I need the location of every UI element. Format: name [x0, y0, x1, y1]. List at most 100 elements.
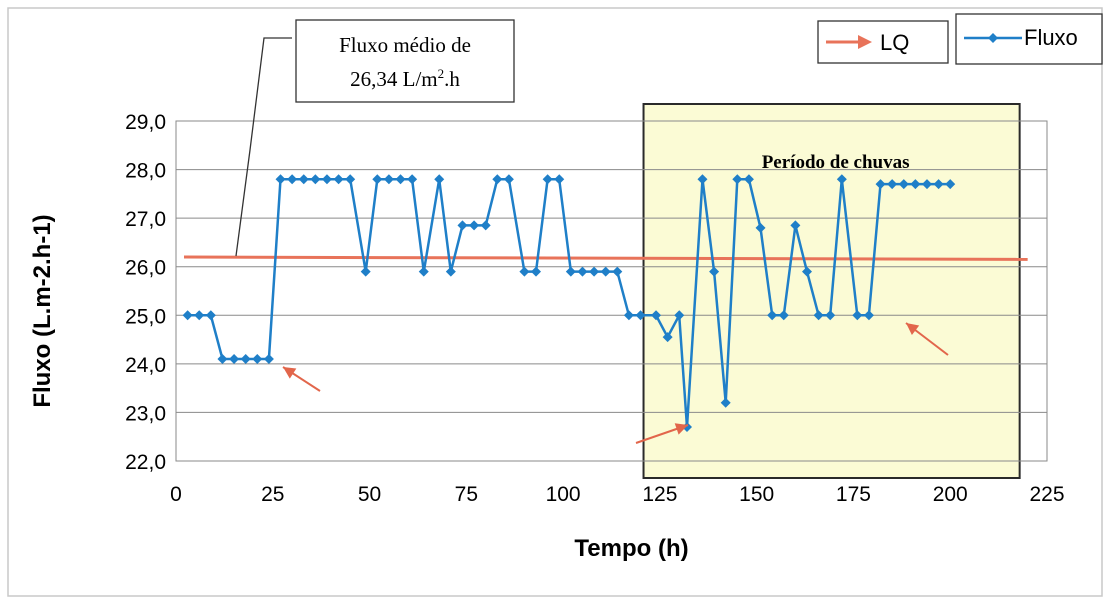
y-tick-label: 28,0: [125, 160, 166, 183]
mean-box-line2: 26,34 L/m2.h: [350, 66, 460, 91]
x-tick-label: 225: [1029, 483, 1064, 506]
fluxo-point: [480, 220, 491, 231]
fluxo-point: [445, 266, 456, 277]
fluxo-point: [263, 354, 274, 364]
fluxo-point: [345, 174, 356, 185]
x-tick-label: 25: [261, 483, 284, 506]
fluxo-point: [662, 332, 673, 343]
fluxo-point: [565, 266, 576, 277]
fluxo-point: [921, 179, 932, 190]
fluxo-point: [875, 179, 886, 190]
fluxo-point: [732, 174, 743, 185]
fluxo-point: [589, 266, 600, 277]
fluxo-point: [217, 354, 228, 364]
fluxo-point: [863, 310, 874, 321]
fluxo-point: [407, 174, 418, 185]
fluxo-point: [709, 266, 720, 277]
fluxo-point: [945, 179, 956, 190]
fluxo-point: [813, 310, 824, 321]
fluxo-point: [434, 174, 445, 185]
fluxo-point: [933, 179, 944, 190]
y-tick-label: 23,0: [125, 402, 166, 425]
fluxo-point: [542, 174, 553, 185]
fluxo-point: [825, 310, 836, 321]
x-tick-label: 75: [455, 483, 478, 506]
x-tick-label: 175: [836, 483, 871, 506]
fluxo-point: [577, 266, 588, 277]
fluxo-point: [310, 174, 321, 185]
x-tick-label: 100: [546, 483, 581, 506]
fluxo-point: [360, 266, 371, 277]
pointer-arrow-head: [283, 367, 297, 379]
fluxo-point: [910, 179, 921, 190]
fluxo-point: [623, 310, 634, 321]
fluxo-point: [554, 174, 565, 185]
fluxo-point: [778, 310, 789, 321]
fluxo-point: [836, 174, 847, 185]
fluxo-point: [298, 174, 309, 185]
fluxo-point: [531, 266, 542, 277]
fluxo-point: [898, 179, 909, 190]
fluxo-point: [755, 222, 766, 233]
fluxo-point: [503, 174, 514, 185]
x-tick-label: 125: [642, 483, 677, 506]
fluxo-point: [790, 220, 801, 231]
fluxo-point: [418, 266, 429, 277]
legend-fluxo-label: Fluxo: [1024, 25, 1078, 50]
mean-box: [295, 19, 515, 103]
y-tick-label: 24,0: [125, 354, 166, 377]
fluxo-point: [333, 174, 344, 185]
fluxo-point: [229, 354, 240, 364]
lq-line: [183, 255, 1028, 261]
rain-period-box: [642, 103, 1021, 479]
legend-lq-label: LQ: [880, 30, 909, 55]
mean-leader-line: [235, 37, 292, 257]
chart-frame: [7, 7, 1103, 597]
x-axis-title: Tempo (h): [574, 535, 688, 562]
y-tick-label: 25,0: [125, 305, 166, 328]
fluxo-point: [767, 310, 778, 321]
y-axis-title: Fluxo (L.m-2.h-1): [29, 214, 56, 407]
rain-period-label: Período de chuvas: [762, 152, 910, 173]
fluxo-point: [720, 397, 731, 408]
pointer-arrow-head: [906, 323, 920, 336]
fluxo-point: [372, 174, 383, 185]
fluxo-point: [469, 220, 480, 231]
fluxo-point: [743, 174, 754, 185]
plot-border: [175, 120, 1048, 462]
legend-lq-arrowhead: [858, 35, 872, 49]
fluxo-point: [887, 179, 898, 190]
fluxo-point: [600, 266, 611, 277]
fluxo-point: [681, 422, 692, 432]
y-tick-label: 27,0: [125, 208, 166, 231]
mean-box-line1: Fluxo médio de: [339, 33, 471, 57]
y-tick-label: 22,0: [125, 451, 166, 474]
fluxo-point: [194, 310, 205, 321]
x-tick-label: 200: [933, 483, 968, 506]
fluxo-point: [852, 310, 863, 321]
fluxo-point: [205, 310, 216, 321]
x-tick-label: 150: [739, 483, 774, 506]
fluxo-point: [321, 174, 332, 185]
fluxo-point: [519, 266, 530, 277]
fluxo-point: [492, 174, 503, 185]
fluxo-point: [635, 310, 646, 321]
fluxo-point: [697, 174, 708, 185]
fluxo-point: [240, 354, 251, 364]
pointer-arrow-head: [674, 423, 688, 435]
fluxo-point: [287, 174, 298, 185]
fluxo-point: [383, 174, 394, 185]
y-tick-label: 29,0: [125, 111, 166, 134]
x-tick-label: 50: [358, 483, 381, 506]
fluxo-point: [674, 310, 685, 321]
y-tick-label: 26,0: [125, 257, 166, 280]
fluxo-point: [651, 310, 662, 321]
fluxo-point: [457, 220, 468, 231]
x-tick-label: 0: [170, 483, 182, 506]
fluxo-point: [182, 310, 193, 321]
fluxo-point: [275, 174, 286, 185]
legend-fluxo-marker: [988, 33, 998, 43]
fluxo-point: [801, 266, 812, 277]
